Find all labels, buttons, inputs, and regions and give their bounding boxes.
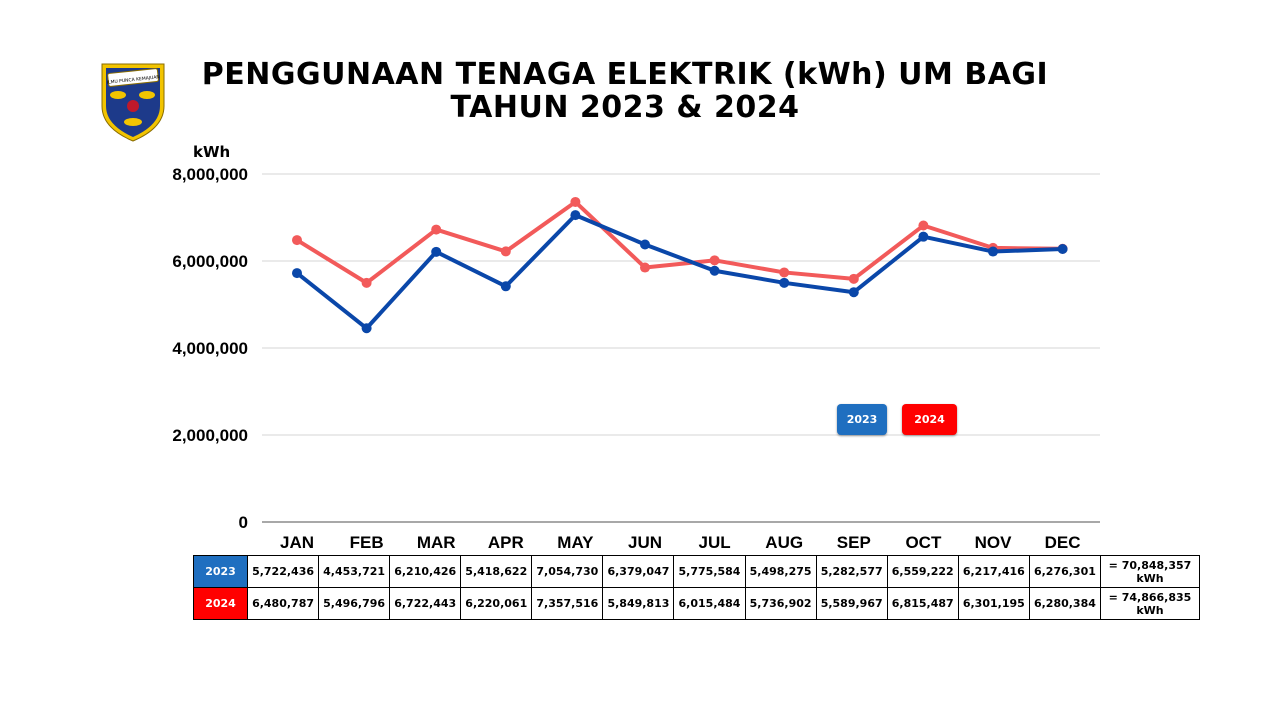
x-tick-label: FEB	[350, 533, 384, 552]
table-cell: 5,736,902	[744, 587, 817, 620]
table-cell: 6,379,047	[602, 555, 675, 588]
table-cell: 5,722,436	[246, 555, 320, 588]
chart-title: PENGGUNAAN TENAGA ELEKTRIK (kWh) UM BAGI…	[150, 58, 1100, 124]
table-cell: 5,775,584	[673, 555, 746, 588]
series-line-2023	[295, 213, 1063, 331]
point-2023-oct	[918, 231, 929, 242]
table-total-cell: = 74,866,835 kWh	[1100, 587, 1200, 620]
table-cell: 6,559,222	[886, 555, 959, 588]
point-2024-aug	[779, 267, 790, 278]
table-total-unit: kWh	[1136, 571, 1164, 585]
point-2024-jan	[292, 235, 302, 246]
y-tick-label: 4,000,000	[172, 339, 248, 358]
y-tick-label: 8,000,000	[172, 165, 248, 184]
table-cell: 5,589,967	[815, 587, 888, 620]
legend-2023: 2023	[837, 404, 887, 435]
table-total-unit: kWh	[1136, 603, 1164, 617]
logo-banner-text: ILMU PUNCA KEMAJUAN	[106, 74, 160, 86]
table-cell: 6,210,426	[389, 555, 462, 588]
point-2024-feb	[361, 277, 372, 288]
point-2023-mar	[431, 246, 442, 257]
chart-title-line2: TAHUN 2023 & 2024	[450, 90, 800, 125]
table-cell: 7,054,730	[531, 555, 604, 588]
table-cell: 5,282,577	[815, 555, 888, 588]
point-2023-jun	[640, 239, 650, 250]
point-2023-feb	[361, 323, 372, 334]
table-cell: 6,815,487	[886, 587, 959, 620]
table-row: 2023 5,722,436 4,453,721 6,210,426 5,418,622…	[193, 555, 1200, 588]
table-cell: 7,357,516	[531, 587, 604, 620]
x-tick-label: SEP	[837, 533, 871, 552]
x-tick-label: MAY	[557, 533, 594, 552]
x-tick-label: JAN	[280, 533, 314, 552]
table-cell: 5,418,622	[460, 555, 533, 588]
table-cell: 6,217,416	[957, 555, 1030, 588]
table-year-cell: 2023	[193, 555, 248, 588]
table-total-value: = 74,866,835	[1108, 590, 1192, 604]
table-row: 2024 6,480,787 5,496,796 6,722,443 6,220,061…	[193, 587, 1200, 620]
point-2023-may	[570, 210, 581, 221]
x-tick-label: OCT	[905, 533, 942, 552]
point-2024-jul	[709, 255, 720, 266]
table-cell: 5,849,813	[602, 587, 675, 620]
x-tick-label: JUL	[699, 533, 731, 552]
legend-2024: 2024	[902, 404, 957, 435]
point-2023-nov	[988, 246, 998, 257]
table-total-cell: = 70,848,357 kWh	[1100, 555, 1200, 588]
series-line-2024	[295, 199, 1063, 285]
point-2024-may	[570, 196, 581, 207]
um-crest-logo: ILMU PUNCA KEMAJUAN	[101, 63, 165, 142]
point-2024-jun	[640, 262, 650, 273]
point-2023-apr	[500, 281, 511, 292]
x-tick-label: AUG	[765, 533, 803, 552]
point-2024-sep	[848, 273, 859, 284]
x-tick-label: NOV	[975, 533, 1013, 552]
data-table: 2023 5,722,436 4,453,721 6,210,426 5,418,622…	[193, 555, 1200, 620]
y-tick-label: 2,000,000	[172, 426, 248, 445]
table-cell: 5,496,796	[318, 587, 391, 620]
x-tick-label: DEC	[1045, 533, 1081, 552]
table-total-value: = 70,848,357	[1108, 558, 1192, 572]
table-cell: 6,301,195	[957, 587, 1030, 620]
point-2024-oct	[918, 220, 929, 231]
table-cell: 6,276,301	[1028, 555, 1102, 588]
table-cell: 6,015,484	[673, 587, 746, 620]
x-tick-label: MAR	[417, 533, 456, 552]
table-cell: 4,453,721	[318, 555, 391, 588]
point-2024-mar	[431, 224, 442, 235]
line-chart: kWh 0 2,000,000 4,000,000 6,000,000 8,000,00…	[172, 143, 1100, 552]
x-tick-label: APR	[488, 533, 524, 552]
table-cell: 5,498,275	[744, 555, 817, 588]
x-tick-label: JUN	[628, 533, 662, 552]
table-cell: 6,480,787	[246, 587, 320, 620]
point-2023-aug	[779, 277, 790, 288]
chart-title-line1: PENGGUNAAN TENAGA ELEKTRIK (kWh) UM BAGI	[201, 57, 1049, 92]
table-year-cell: 2024	[193, 587, 248, 620]
table-cell: 6,722,443	[389, 587, 462, 620]
point-2023-jul	[709, 265, 720, 276]
point-2023-dec	[1057, 243, 1068, 254]
table-cell: 6,280,384	[1028, 587, 1102, 620]
point-2024-apr	[500, 246, 511, 257]
y-axis-label: kWh	[193, 143, 230, 161]
point-2023-sep	[848, 287, 859, 298]
point-2023-jan	[292, 268, 302, 279]
y-tick-label: 6,000,000	[172, 252, 248, 271]
table-cell: 6,220,061	[460, 587, 533, 620]
y-tick-label: 0	[239, 513, 248, 532]
